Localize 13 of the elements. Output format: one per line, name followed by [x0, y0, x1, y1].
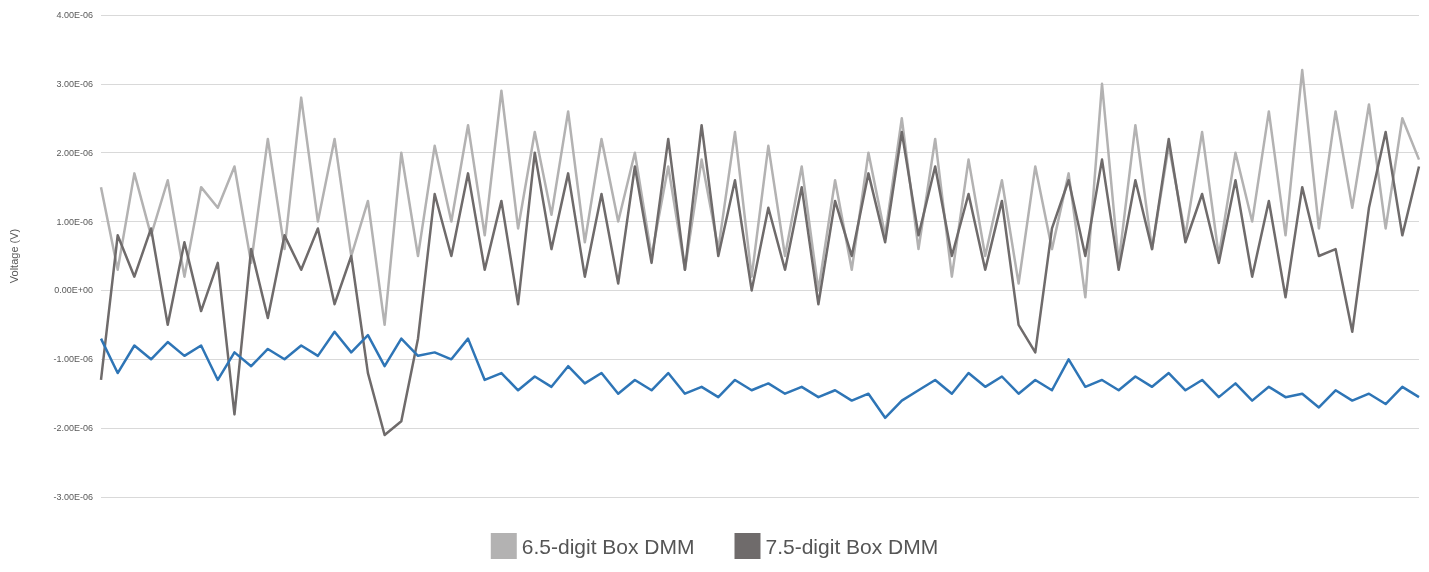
y-tick-label: 3.00E-06 — [56, 78, 93, 89]
y-tick-label: -2.00E-06 — [53, 423, 93, 434]
legend-label: 7.5-digit Box DMM — [765, 534, 939, 558]
legend-label: 6.5-digit Box DMM — [521, 534, 695, 558]
y-axis-title: Voltage (V) — [7, 228, 20, 284]
y-tick-label: 4.00E-06 — [56, 10, 93, 20]
y-tick-label: 2.00E-06 — [56, 147, 93, 158]
line-series — [99, 330, 1421, 420]
y-tick-label: 1.00E-06 — [56, 216, 93, 227]
y-tick-label: -1.00E-06 — [53, 354, 93, 365]
y-tick-label: -3.00E-06 — [53, 492, 93, 502]
line-series — [99, 123, 1421, 437]
y-tick-label: 0.00E+00 — [54, 285, 93, 296]
